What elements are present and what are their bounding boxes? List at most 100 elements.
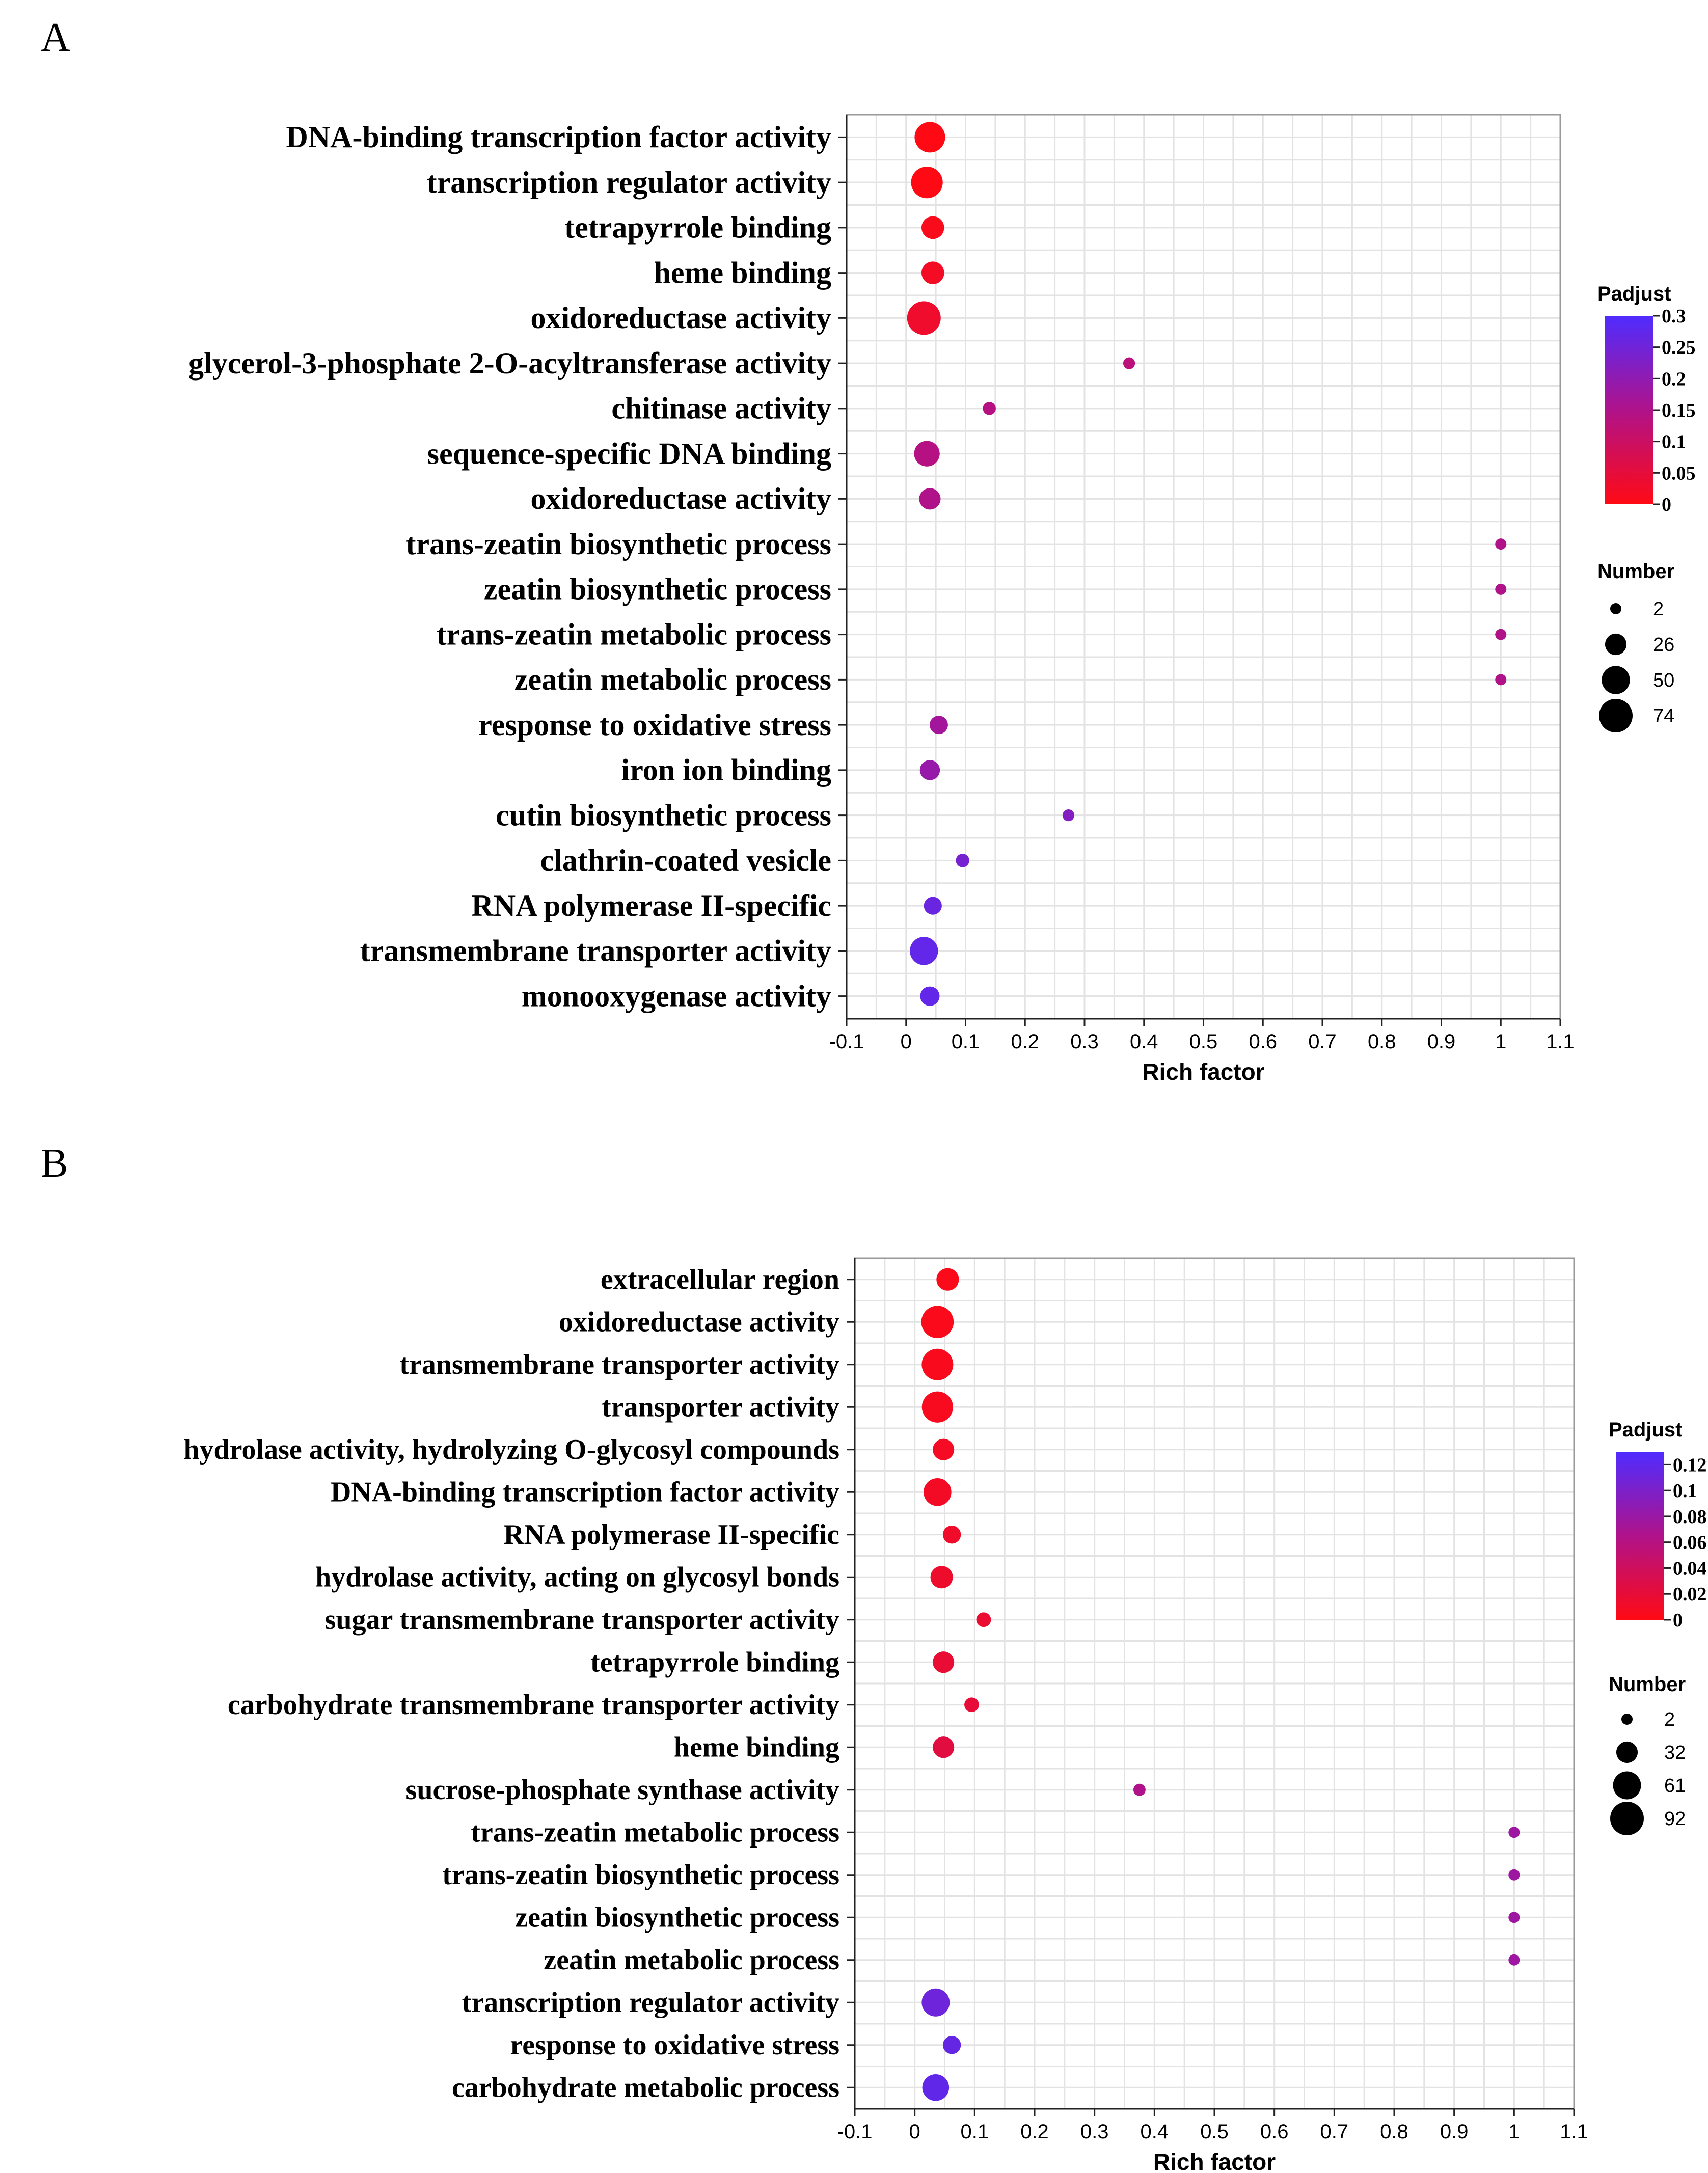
term-point <box>922 2074 950 2101</box>
term-point <box>921 1988 950 2017</box>
term-point <box>933 1651 955 1673</box>
term-label: DNA-binding transcription factor activit… <box>331 1477 839 1508</box>
number-legend-dot <box>1610 603 1621 614</box>
term-point <box>1495 538 1507 550</box>
term-point <box>936 1268 959 1291</box>
term-point <box>907 301 941 335</box>
x-axis-title: Rich factor <box>1153 2149 1276 2173</box>
colorbar-tick-label: 0.2 <box>1662 368 1686 390</box>
term-label: clathrin-coated vesicle <box>540 844 832 877</box>
x-tick-label: 0 <box>909 2121 920 2143</box>
x-tick-label: 1.1 <box>1546 1030 1575 1053</box>
term-point <box>1508 1869 1520 1881</box>
x-tick-label: 0.4 <box>1130 1030 1158 1053</box>
term-point <box>911 167 943 199</box>
x-tick-label: 0.1 <box>952 1030 980 1053</box>
x-tick-label: 0.7 <box>1308 1030 1337 1053</box>
term-point <box>1508 1954 1520 1966</box>
term-label: trans-zeatin biosynthetic process <box>442 1859 839 1891</box>
term-point <box>919 488 941 510</box>
x-tick-label: 1 <box>1495 1030 1506 1053</box>
term-label: zeatin metabolic process <box>544 1944 839 1976</box>
term-label: transporter activity <box>602 1392 839 1423</box>
number-legend-dot <box>1599 699 1633 732</box>
x-tick-label: 0.8 <box>1380 2121 1408 2143</box>
term-point <box>964 1697 979 1713</box>
x-tick-label: -0.1 <box>829 1030 864 1053</box>
number-legend-dot <box>1613 1771 1641 1800</box>
term-point <box>976 1612 991 1627</box>
term-point <box>924 1478 952 1506</box>
x-tick-label: -0.1 <box>837 2121 873 2143</box>
term-point <box>924 897 942 915</box>
number-legend-label: 26 <box>1653 634 1674 656</box>
term-label: cutin biosynthetic process <box>496 798 831 832</box>
padjust-legend-title: Padjust <box>1597 283 1671 305</box>
term-label: response to oxidative stress <box>478 708 831 742</box>
colorbar-tick-label: 0.12 <box>1673 1454 1707 1476</box>
term-point <box>1495 674 1507 686</box>
term-point <box>942 2036 961 2054</box>
term-label: carbohydrate metabolic process <box>452 2072 839 2104</box>
number-legend-label: 2 <box>1653 599 1664 620</box>
term-point <box>933 1736 955 1758</box>
term-label: chitinase activity <box>611 392 831 425</box>
term-point <box>921 1348 954 1380</box>
x-tick-label: 1 <box>1508 2121 1520 2143</box>
term-point <box>929 716 948 735</box>
number-legend-dot <box>1616 1741 1638 1763</box>
term-label: transmembrane transporter activity <box>360 934 831 968</box>
term-point <box>921 1391 954 1423</box>
x-axis-title: Rich factor <box>1142 1058 1264 1085</box>
number-legend-title: Number <box>1597 560 1674 583</box>
term-label: zeatin biosynthetic process <box>484 573 831 606</box>
panel-b-plot: -0.1 0 0.1 0.2 0.3 0.4 0.5 0.6 0.7 0.8 0.9 1 1.1 Rich… <box>183 1257 1707 2173</box>
term-label: oxidoreductase activity <box>531 482 831 515</box>
term-point <box>942 1526 961 1544</box>
colorbar-tick-label: 0.25 <box>1662 337 1696 359</box>
number-legend-label: 61 <box>1664 1775 1686 1797</box>
term-label: heme binding <box>674 1732 839 1763</box>
term-point <box>1133 1783 1146 1796</box>
panel-letter-b: B <box>41 1141 68 1186</box>
colorbar-tick-label: 0.3 <box>1662 306 1686 327</box>
colorbar-tick-label: 0.02 <box>1673 1584 1707 1605</box>
x-tick-label: 0.9 <box>1440 2121 1469 2143</box>
term-label: transcription regulator activity <box>427 166 831 199</box>
term-label: oxidoreductase activity <box>531 301 831 335</box>
x-tick-label: 0.9 <box>1427 1030 1456 1053</box>
colorbar-tick-label: 0.08 <box>1673 1506 1707 1528</box>
term-label: extracellular region <box>601 1264 839 1295</box>
number-legend-title: Number <box>1609 1673 1686 1696</box>
number-legend-label: 2 <box>1664 1709 1675 1730</box>
term-point <box>921 261 944 284</box>
panel-a-plot: -0.1 0 0.1 0.2 0.3 0.4 0.5 0.6 0.7 0.8 0.9 1 1.1 Rich… <box>188 114 1696 1085</box>
term-label: sucrose-phosphate synthase activity <box>406 1774 839 1806</box>
number-legend-dot <box>1602 666 1630 694</box>
x-tick-label: 0.2 <box>1011 1030 1039 1053</box>
term-label: oxidoreductase activity <box>559 1307 839 1338</box>
colorbar-tick-label: 0.1 <box>1662 431 1686 453</box>
term-label: hydrolase activity, hydrolyzing O-glycos… <box>183 1434 839 1465</box>
colorbar-tick-label: 0 <box>1662 494 1671 515</box>
term-label: zeatin biosynthetic process <box>515 1902 839 1934</box>
term-point <box>1495 629 1507 640</box>
term-label: trans-zeatin biosynthetic process <box>406 527 832 561</box>
term-label: sugar transmembrane transporter activity <box>325 1604 839 1636</box>
term-point <box>919 760 940 780</box>
x-tick-label: 0.2 <box>1020 2121 1049 2143</box>
term-point <box>933 1438 955 1460</box>
x-tick-label: 0.3 <box>1070 1030 1099 1053</box>
x-tick-label: 0.1 <box>961 2121 989 2143</box>
padjust-colorbar <box>1605 316 1653 504</box>
term-point <box>920 986 940 1006</box>
x-tick-label: 0.3 <box>1080 2121 1109 2143</box>
term-point <box>956 854 969 867</box>
number-legend-dot <box>1610 1802 1644 1835</box>
x-tick-label: 0.6 <box>1249 1030 1277 1053</box>
x-tick-label: 0 <box>901 1030 912 1053</box>
term-label: transmembrane transporter activity <box>399 1349 839 1380</box>
term-label: trans-zeatin metabolic process <box>471 1817 839 1849</box>
number-legend-label: 92 <box>1664 1808 1686 1830</box>
term-point <box>1508 1912 1520 1923</box>
